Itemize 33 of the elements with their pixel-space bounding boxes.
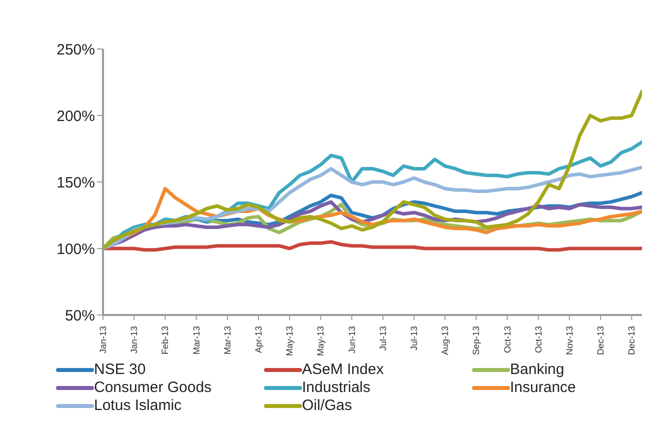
y-tick-label: 250% (56, 41, 95, 58)
x-tick-label: May-13 (316, 326, 326, 356)
x-tick-label: Jun-13 (346, 326, 357, 354)
x-tick-label: Feb-13 (160, 326, 170, 355)
y-tick-label: 50% (64, 307, 95, 324)
x-tick-label: Dec-13 (626, 326, 637, 356)
x-tick-label: Oct-13 (533, 326, 544, 354)
x-tick-label: Apr-13 (253, 326, 264, 354)
x-tick-label: Aug-13 (440, 326, 450, 356)
x-tick-label: Nov-13 (564, 326, 574, 356)
x-tick-label: Mar-13 (191, 326, 202, 355)
legend-label: Industrials (302, 379, 370, 396)
x-tick-label: Oct-13 (502, 326, 512, 354)
legend-label: NSE 30 (94, 361, 146, 378)
legend-label: ASeM Index (302, 361, 384, 378)
line-series (103, 240, 642, 252)
line-series (103, 90, 642, 250)
x-tick-label: Mar-13 (222, 326, 232, 355)
legend-label: Consumer Goods (94, 379, 212, 396)
x-tick-label: Jan-13 (98, 326, 108, 354)
y-tick-label: 100% (56, 240, 95, 258)
x-tick-label: Dec-13 (596, 326, 606, 356)
legend-label: Oil/Gas (302, 397, 352, 414)
y-tick-label: 200% (56, 108, 95, 125)
x-tick-label: Sep-13 (471, 326, 482, 356)
x-tick-label: Jan-13 (129, 326, 140, 354)
x-tick-label: Jul-13 (378, 326, 388, 351)
x-tick-label: May-13 (284, 326, 295, 356)
x-tick-label: Jul-13 (408, 326, 419, 351)
legend-label: Lotus Islamic (94, 397, 182, 414)
y-tick-label: 150% (56, 174, 95, 192)
legend-label: Banking (510, 361, 564, 378)
legend-label: Insurance (510, 379, 576, 396)
